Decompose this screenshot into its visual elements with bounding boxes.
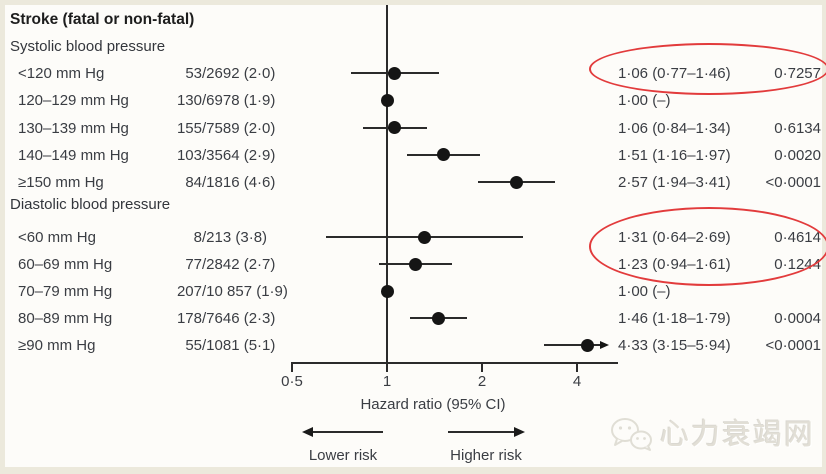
annotation-circle [589, 207, 826, 286]
point-estimate-dot [581, 338, 595, 352]
point-estimate-dot [388, 121, 402, 135]
hr-ci-text: 1·51 (1·16–1·97) [618, 146, 731, 164]
events-numerator: 155 [176, 119, 202, 137]
events-denominator-pct: /213 (3·8) [202, 229, 268, 246]
events-denominator-pct: /2692 (2·0) [202, 65, 276, 82]
events-cell: 207/10 857 (1·9) [122, 281, 288, 302]
p-value: 0·6134 [774, 119, 821, 137]
x-tick-label-0: 0·5 [281, 373, 303, 390]
hr-ci-text: 1·00 (–) [618, 283, 671, 300]
row-label: <60 mm Hg [18, 229, 96, 246]
row-label: 70–79 mm Hg [18, 283, 113, 300]
events-cell: 8/213 (3·8) [122, 227, 267, 248]
events-cell: 77/2842 (2·7) [122, 254, 275, 275]
row-label: 130–139 mm Hg [18, 119, 129, 137]
x-tick-label-3: 4 [572, 373, 582, 390]
watermark: 心力衰竭网 [608, 416, 815, 454]
watermark-text: 心力衰竭网 [660, 419, 816, 451]
events-numerator: 53 [185, 65, 202, 82]
p-value: 0·0020 [774, 146, 821, 164]
events-denominator-pct: /7646 (2·3) [202, 310, 276, 327]
events-cell: 53/2692 (2·0) [122, 63, 275, 84]
events-denominator-pct: /7589 (2·0) [202, 119, 276, 137]
ci-line [544, 344, 600, 346]
hr-ci-text: 1·06 (0·84–1·34) [618, 119, 731, 137]
x-axis [292, 362, 618, 364]
hr-ci-text: 1·00 (–) [618, 92, 671, 110]
row-label: 140–149 mm Hg [18, 146, 129, 164]
group-header: Systolic blood pressure [10, 38, 166, 55]
x-tick-label-2: 2 [477, 373, 487, 390]
lower-risk-arrow-line [312, 431, 383, 433]
x-tick-label-1: 1 [382, 373, 392, 390]
point-estimate-dot [436, 148, 450, 162]
x-axis-tick [291, 362, 293, 372]
hr-ci-text: 2·57 (1·94–3·41) [618, 174, 731, 192]
x-axis-tick [481, 362, 483, 372]
figure-title: Stroke (fatal or non-fatal) [10, 11, 195, 28]
x-axis-tick [576, 362, 578, 372]
events-numerator: 77 [185, 256, 202, 273]
ci-clipped-arrow-icon [600, 341, 609, 349]
row-label: 120–129 mm Hg [18, 92, 129, 110]
x-axis-label: Hazard ratio (95% CI) [360, 396, 506, 413]
events-cell: 103/3564 (2·9) [122, 145, 275, 166]
events-denominator-pct: /10 857 (1·9) [202, 283, 288, 300]
higher-risk-arrow-icon [514, 427, 525, 437]
lower-risk-arrow-icon [302, 427, 313, 437]
hr-ci-text: 1·46 (1·18–1·79) [618, 310, 731, 327]
events-cell: 130/6978 (1·9) [122, 90, 275, 111]
events-numerator: 130 [176, 92, 202, 110]
row-label: ≥90 mm Hg [18, 337, 96, 354]
group-header: Diastolic blood pressure [10, 196, 171, 213]
point-estimate-dot [417, 230, 431, 244]
point-estimate-dot [408, 257, 422, 271]
x-axis-tick [386, 362, 388, 372]
point-estimate-dot [380, 93, 394, 107]
p-value: 0·0004 [774, 310, 821, 327]
row-label: 80–89 mm Hg [18, 310, 113, 327]
point-estimate-dot [432, 311, 446, 325]
events-numerator: 207 [176, 283, 202, 300]
row-label: 60–69 mm Hg [18, 256, 113, 273]
lower-risk-label: Lower risk [308, 447, 378, 464]
events-cell: 84/1816 (4·6) [122, 172, 275, 193]
events-numerator: 84 [185, 174, 202, 192]
wechat-bubbles-icon [611, 418, 652, 451]
events-cell: 155/7589 (2·0) [122, 118, 275, 139]
row-label: ≥150 mm Hg [18, 174, 104, 192]
point-estimate-dot [380, 284, 394, 298]
events-denominator-pct: /6978 (1·9) [202, 92, 276, 110]
hr-ci-text: 4·33 (3·15–5·94) [618, 337, 731, 354]
events-numerator: 8 [193, 229, 202, 246]
point-estimate-dot [388, 66, 402, 80]
p-value: <0·0001 [765, 174, 821, 192]
events-denominator-pct: /2842 (2·7) [202, 256, 276, 273]
events-cell: 55/1081 (5·1) [122, 335, 275, 356]
events-numerator: 55 [185, 337, 202, 354]
events-numerator: 178 [176, 310, 202, 327]
row-label: <120 mm Hg [18, 65, 105, 82]
reference-line [386, 5, 388, 364]
higher-risk-label: Higher risk [450, 447, 522, 464]
p-value: <0·0001 [765, 337, 821, 354]
events-numerator: 103 [176, 146, 202, 164]
higher-risk-arrow-line [448, 431, 514, 433]
events-denominator-pct: /3564 (2·9) [202, 146, 276, 164]
point-estimate-dot [509, 175, 523, 189]
events-denominator-pct: /1081 (5·1) [202, 337, 276, 354]
annotation-circle [589, 43, 826, 95]
events-cell: 178/7646 (2·3) [122, 308, 275, 329]
events-denominator-pct: /1816 (4·6) [202, 174, 276, 192]
